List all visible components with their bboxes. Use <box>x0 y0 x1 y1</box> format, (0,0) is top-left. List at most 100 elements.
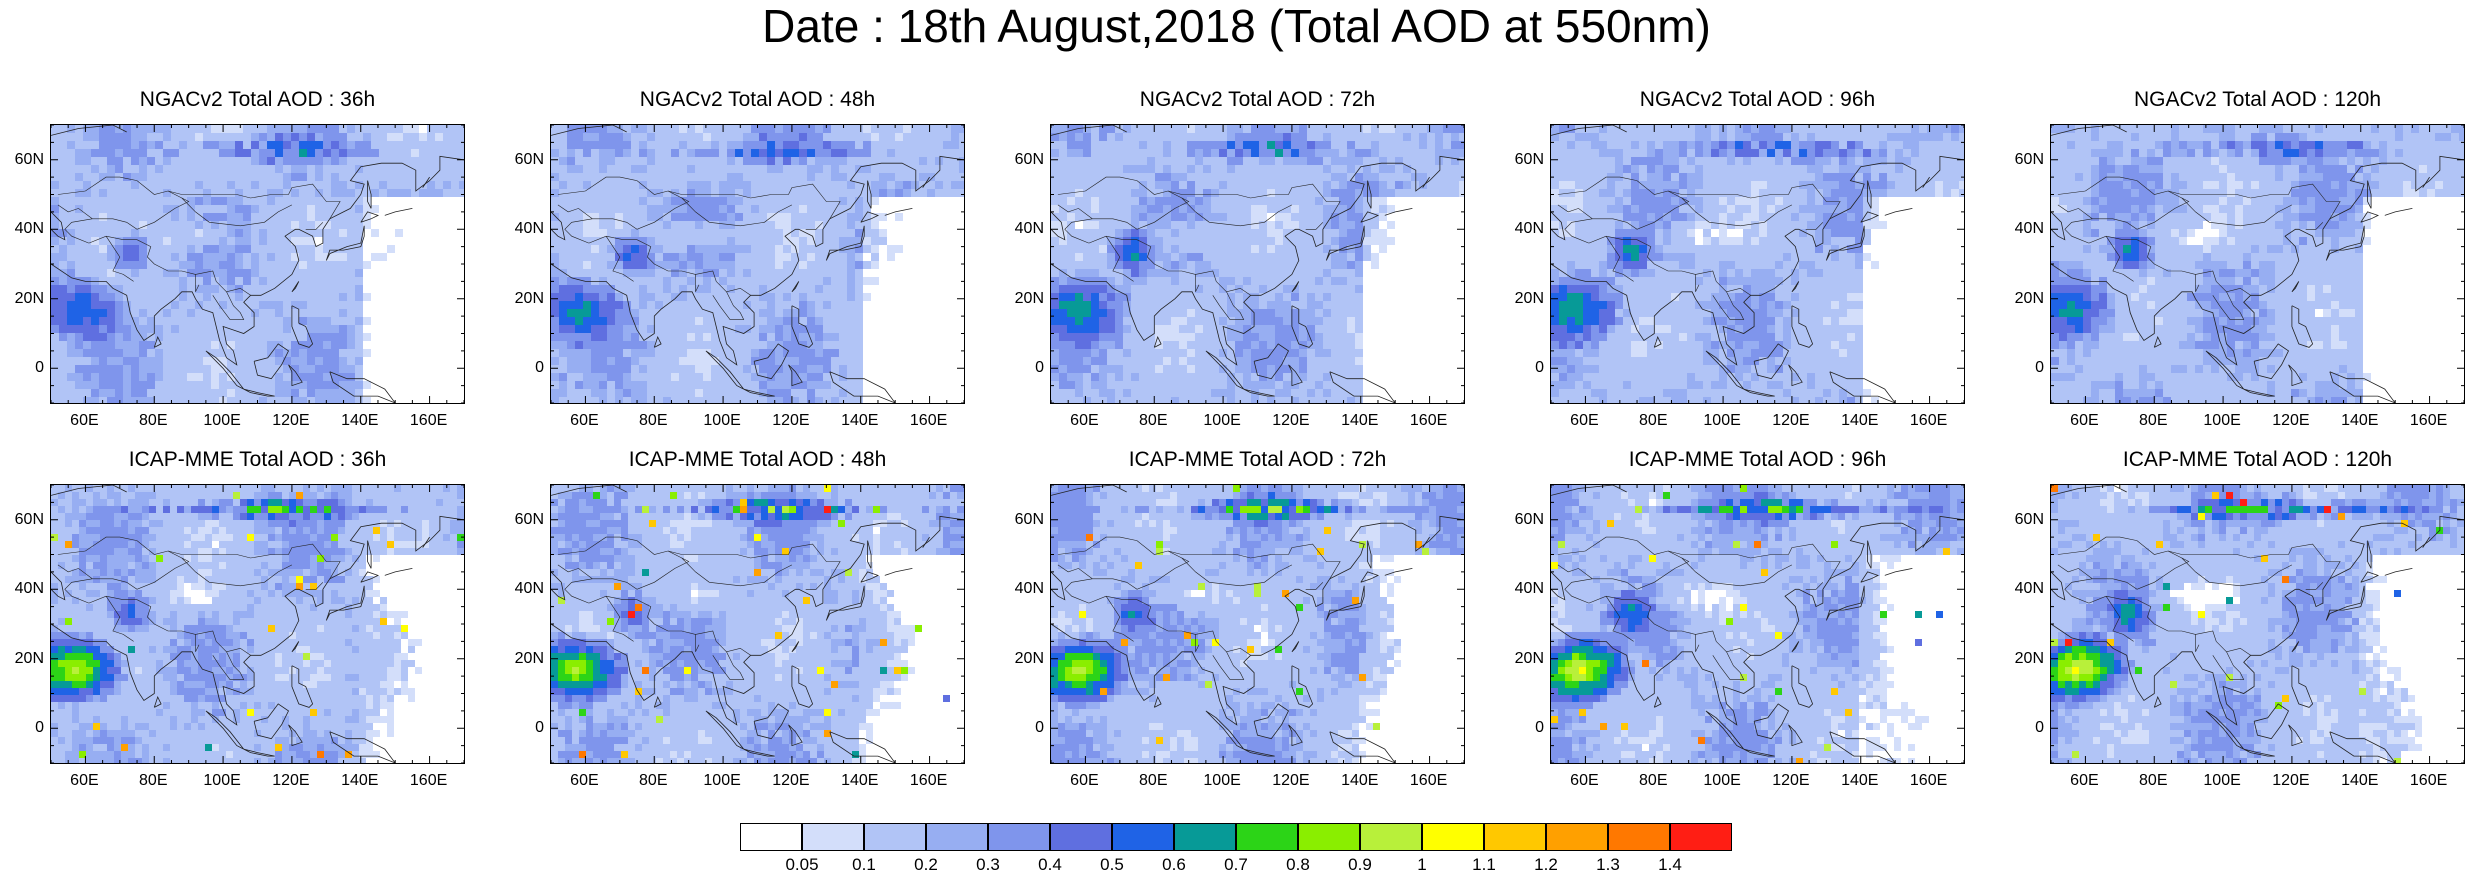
lon-tick-label: 160E <box>399 772 459 790</box>
aod-map <box>50 484 465 764</box>
panel-title: NGACv2 Total AOD : 48h <box>550 88 965 112</box>
lon-tick-label: 60E <box>1554 772 1614 790</box>
lon-tick-label: 80E <box>1123 412 1183 430</box>
panel-title: NGACv2 Total AOD : 120h <box>2050 88 2465 112</box>
colorbar-label: 0.6 <box>1144 855 1204 875</box>
lat-tick-label: 60N <box>4 151 44 169</box>
lat-tick-label: 20N <box>2004 650 2044 668</box>
colorbar-label: 0.8 <box>1268 855 1328 875</box>
lat-tick-label: 0 <box>2004 719 2044 737</box>
lon-tick-label: 100E <box>192 772 252 790</box>
lat-tick-label: 0 <box>1504 719 1544 737</box>
colorbar-swatch <box>1112 823 1174 851</box>
lon-tick-label: 60E <box>54 772 114 790</box>
lon-tick-label: 100E <box>1192 412 1252 430</box>
panel-title: ICAP-MME Total AOD : 120h <box>2050 448 2465 472</box>
panel-title: NGACv2 Total AOD : 72h <box>1050 88 1465 112</box>
lon-tick-label: 160E <box>899 772 959 790</box>
colorbar-label: 1.3 <box>1578 855 1638 875</box>
lon-tick-label: 140E <box>1330 412 1390 430</box>
aod-map <box>1050 484 1465 764</box>
colorbar-label: 0.5 <box>1082 855 1142 875</box>
lat-tick-label: 60N <box>1004 511 1044 529</box>
lat-tick-label: 60N <box>504 151 544 169</box>
lon-tick-label: 80E <box>2123 772 2183 790</box>
lon-tick-label: 80E <box>2123 412 2183 430</box>
lon-tick-label: 140E <box>330 772 390 790</box>
lon-tick-label: 120E <box>761 772 821 790</box>
colorbar-label: 0.3 <box>958 855 1018 875</box>
lat-tick-label: 20N <box>1004 650 1044 668</box>
lat-tick-label: 40N <box>4 220 44 238</box>
lat-tick-label: 40N <box>1004 220 1044 238</box>
aod-map <box>2050 124 2465 404</box>
lon-tick-label: 160E <box>399 412 459 430</box>
colorbar-swatch <box>1422 823 1484 851</box>
colorbar-label: 1.1 <box>1454 855 1514 875</box>
lon-tick-label: 140E <box>2330 412 2390 430</box>
colorbar-swatch <box>1174 823 1236 851</box>
lon-tick-label: 80E <box>1123 772 1183 790</box>
lat-tick-label: 40N <box>504 580 544 598</box>
lon-tick-label: 120E <box>2261 772 2321 790</box>
lat-tick-label: 60N <box>1504 151 1544 169</box>
lat-tick-label: 20N <box>504 650 544 668</box>
colorbar-label: 0.9 <box>1330 855 1390 875</box>
lon-tick-label: 140E <box>2330 772 2390 790</box>
colorbar-swatch <box>926 823 988 851</box>
lat-tick-label: 20N <box>1504 650 1544 668</box>
colorbar-swatch <box>1608 823 1670 851</box>
colorbar-swatch <box>1050 823 1112 851</box>
lat-tick-label: 60N <box>2004 511 2044 529</box>
aod-map <box>550 124 965 404</box>
colorbar-swatch <box>1670 823 1732 851</box>
lon-tick-label: 140E <box>1330 772 1390 790</box>
lon-tick-label: 100E <box>1692 772 1752 790</box>
lat-tick-label: 0 <box>504 719 544 737</box>
aod-map <box>1550 124 1965 404</box>
lon-tick-label: 60E <box>1054 412 1114 430</box>
lon-tick-label: 120E <box>1261 772 1321 790</box>
lat-tick-label: 40N <box>2004 580 2044 598</box>
lat-tick-label: 40N <box>1504 220 1544 238</box>
lon-tick-label: 60E <box>2054 412 2114 430</box>
lat-tick-label: 20N <box>2004 290 2044 308</box>
lat-tick-label: 60N <box>504 511 544 529</box>
colorbar-label: 0.2 <box>896 855 956 875</box>
lon-tick-label: 60E <box>1054 772 1114 790</box>
lon-tick-label: 80E <box>1623 412 1683 430</box>
lon-tick-label: 120E <box>1261 412 1321 430</box>
lon-tick-label: 80E <box>623 412 683 430</box>
lat-tick-label: 40N <box>2004 220 2044 238</box>
colorbar-label: 0.4 <box>1020 855 1080 875</box>
lon-tick-label: 120E <box>2261 412 2321 430</box>
colorbar-label: 0.7 <box>1206 855 1266 875</box>
lon-tick-label: 100E <box>692 772 752 790</box>
lon-tick-label: 120E <box>261 412 321 430</box>
colorbar-label: 1.4 <box>1640 855 1700 875</box>
aod-map <box>50 124 465 404</box>
lon-tick-label: 60E <box>2054 772 2114 790</box>
lon-tick-label: 100E <box>1692 412 1752 430</box>
lon-tick-label: 140E <box>330 412 390 430</box>
panel-title: ICAP-MME Total AOD : 48h <box>550 448 965 472</box>
colorbar-swatch <box>802 823 864 851</box>
aod-map <box>1050 124 1465 404</box>
colorbar-label: 1.2 <box>1516 855 1576 875</box>
lon-tick-label: 140E <box>830 772 890 790</box>
lon-tick-label: 100E <box>2192 412 2252 430</box>
lat-tick-label: 40N <box>1004 580 1044 598</box>
colorbar-swatch <box>1236 823 1298 851</box>
panel-title: NGACv2 Total AOD : 36h <box>50 88 465 112</box>
lat-tick-label: 60N <box>4 511 44 529</box>
lon-tick-label: 100E <box>692 412 752 430</box>
lat-tick-label: 0 <box>4 359 44 377</box>
lat-tick-label: 20N <box>4 290 44 308</box>
lon-tick-label: 160E <box>2399 772 2459 790</box>
lon-tick-label: 80E <box>123 772 183 790</box>
colorbar-swatch <box>864 823 926 851</box>
lon-tick-label: 160E <box>1899 412 1959 430</box>
lon-tick-label: 160E <box>1399 772 1459 790</box>
